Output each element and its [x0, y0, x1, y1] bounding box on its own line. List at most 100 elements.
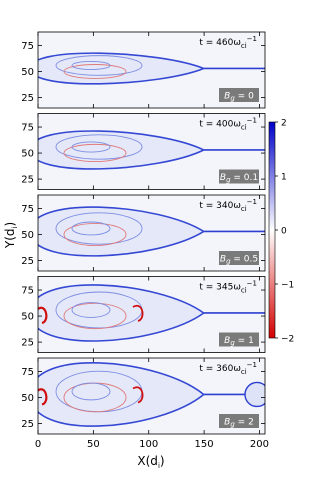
swirl: [55, 134, 143, 160]
field-label: Bg = 2: [224, 418, 254, 429]
x-tick-label: 0: [35, 439, 41, 450]
field-main: B: [224, 92, 230, 102]
field-label: Bg = 1: [224, 336, 254, 347]
colorbar-tick-label: −2: [281, 335, 294, 345]
label-box: [219, 169, 259, 184]
field-label: Bg = 0.1: [220, 173, 258, 184]
y-tick-label: 75: [21, 286, 34, 297]
y-tick-label: 50: [21, 67, 34, 78]
x-tick-label: 200: [250, 439, 269, 450]
field-label: Bg = 0.5: [220, 255, 258, 266]
swirl: [71, 221, 111, 236]
y-label-sub: i: [11, 227, 19, 229]
field-value: = 0: [235, 92, 254, 102]
time-annotation: t = 345ωci−1: [199, 280, 257, 295]
island: [38, 52, 206, 85]
field-value: = 2: [235, 418, 254, 428]
x-axis-label: X(di): [137, 454, 164, 470]
x-label-end: ): [160, 454, 165, 468]
colorbar-tick-label: −1: [281, 281, 294, 291]
y-tick-label: 50: [21, 312, 34, 323]
x-label-main: X(d: [137, 454, 158, 468]
panel-image: [38, 32, 265, 108]
field-main: B: [224, 336, 230, 346]
time-main: t = 360ω: [199, 364, 241, 374]
panel-frame: [37, 276, 266, 353]
red-band: [38, 306, 48, 325]
time-main: t = 345ω: [199, 283, 241, 293]
field-value: = 0.5: [231, 255, 259, 265]
time-sub: ci: [241, 205, 247, 213]
red-band: [132, 304, 144, 322]
y-tick-label: 50: [21, 393, 34, 404]
x-label-sub: i: [158, 462, 160, 470]
panel-frame: [37, 357, 266, 435]
swirl: [63, 64, 127, 79]
time-annotation: t = 340ωci−1: [199, 198, 257, 213]
swirl: [63, 143, 127, 163]
time-main: t = 460ω: [199, 38, 241, 48]
y-tick-label: 75: [21, 367, 34, 378]
field-sub: g: [230, 95, 235, 103]
y-tick-label: 25: [21, 93, 34, 104]
time-sub: ci: [241, 368, 247, 376]
panel-frame: [37, 113, 266, 190]
swirl: [71, 302, 111, 318]
time-sub: ci: [241, 287, 247, 295]
label-box: [219, 88, 259, 102]
swirl: [71, 60, 111, 71]
colorbar-tick-label: 1: [281, 173, 287, 183]
colorbar-tick-label: 2: [281, 119, 287, 129]
time-main: t = 340ω: [199, 201, 241, 211]
time-sup: −1: [247, 117, 257, 125]
swirl: [63, 302, 127, 330]
y-label-main: Y(d: [3, 229, 17, 250]
time-sup: −1: [247, 198, 257, 206]
time-main: t = 400ω: [199, 120, 241, 130]
field-sub: g: [230, 421, 235, 429]
red-band: [38, 388, 48, 406]
field-main: B: [220, 255, 226, 265]
field-sub: g: [230, 339, 235, 347]
swirl: [63, 222, 127, 247]
y-tick-label: 25: [21, 256, 34, 267]
colorbar: [268, 121, 276, 339]
swirl: [55, 55, 143, 76]
y-tick-label: 50: [21, 149, 34, 160]
time-sup: −1: [247, 361, 257, 369]
field-value: = 1: [235, 336, 254, 346]
swirl: [71, 141, 111, 153]
time-sub: ci: [241, 42, 247, 50]
field-main: B: [220, 173, 226, 183]
x-tick-label: 50: [87, 439, 100, 450]
swirl: [71, 382, 111, 401]
y-tick-label: 75: [21, 204, 34, 215]
colorbar-tick-label: 0: [281, 227, 287, 237]
field-main: B: [224, 418, 230, 428]
y-tick-label: 25: [21, 419, 34, 430]
label-box: [219, 332, 259, 347]
time-annotation: t = 400ωci−1: [199, 117, 257, 132]
y-axis-label: Y(di): [3, 222, 19, 249]
time-sup: −1: [247, 280, 257, 288]
y-tick-label: 25: [21, 338, 34, 349]
label-box: [219, 414, 259, 428]
field-sub: g: [226, 258, 231, 266]
time-annotation: t = 360ωci−1: [199, 361, 257, 376]
time-sub: ci: [241, 124, 247, 132]
y-label-end: ): [3, 222, 17, 227]
swirl: [55, 212, 143, 245]
time-sup: −1: [247, 35, 257, 43]
field-label: Bg = 0: [224, 92, 254, 103]
red-band: [132, 386, 144, 404]
field-value: = 0.1: [231, 173, 259, 183]
time-annotation: t = 460ωci−1: [199, 35, 257, 50]
panel-frame: [37, 31, 266, 109]
label-box: [219, 251, 259, 265]
panel-frame: [37, 194, 266, 272]
y-tick-label: 50: [21, 230, 34, 241]
x-tick-label: 100: [139, 439, 158, 450]
secondary-island: [244, 381, 265, 408]
field-sub: g: [226, 176, 231, 184]
